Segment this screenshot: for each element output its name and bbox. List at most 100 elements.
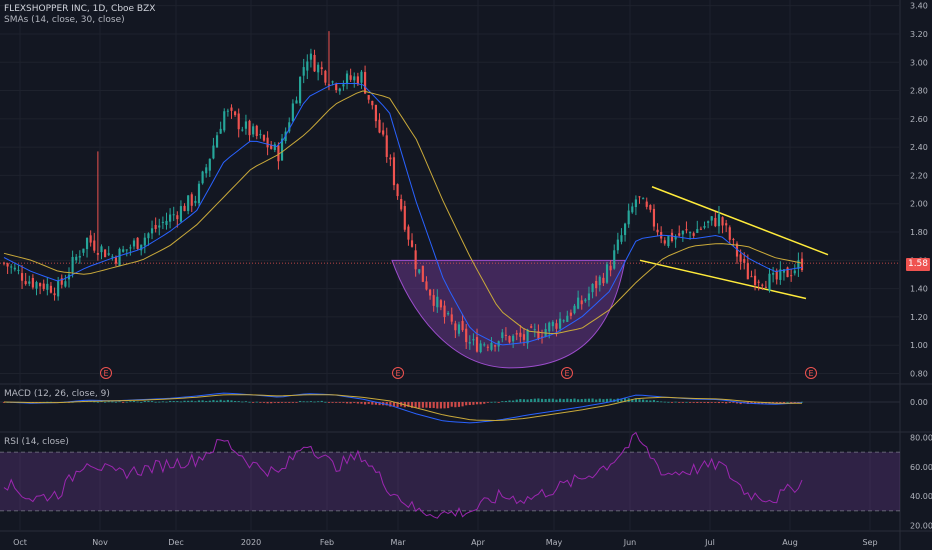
candle-body — [270, 144, 273, 149]
candle-body — [244, 121, 248, 129]
macd-histogram-bar — [436, 402, 439, 409]
macd-histogram-bar — [179, 401, 183, 403]
candle-body — [255, 125, 258, 136]
candle-body — [367, 95, 370, 100]
candle-body — [230, 107, 233, 111]
candle-body — [85, 237, 89, 250]
candle-body — [490, 342, 493, 350]
macd-histogram-bar — [537, 398, 540, 402]
macd-histogram-bar — [342, 402, 345, 403]
candle-body — [508, 336, 511, 343]
price-tick-label: 2.00 — [910, 200, 928, 209]
candle-body — [674, 236, 677, 240]
macd-histogram-bar — [638, 399, 641, 402]
price-tick-label: 1.00 — [910, 341, 928, 350]
candle-body — [670, 232, 674, 242]
candle-body — [208, 158, 211, 171]
earnings-event-marker[interactable]: E — [392, 367, 404, 379]
candle-body — [78, 256, 81, 258]
candle-body — [761, 284, 764, 286]
candles — [2, 31, 804, 354]
macd-histogram-bar — [725, 402, 728, 404]
macd-histogram-bar — [735, 402, 739, 404]
macd-histogram-bar — [226, 399, 229, 402]
macd-histogram-bar — [197, 400, 201, 402]
time-tick-label: Jul — [704, 538, 715, 547]
macd-histogram-bar — [692, 402, 695, 403]
candle-body — [782, 269, 786, 273]
price-tick-label: 0.80 — [910, 370, 928, 379]
candle-body — [649, 205, 652, 210]
candle-body — [107, 253, 110, 255]
macd-signal-line — [3, 394, 802, 422]
macd-histogram-bar — [656, 400, 659, 402]
macd-histogram-bar — [313, 401, 316, 403]
candle-body — [645, 201, 648, 207]
macd-histogram-bar — [800, 401, 804, 403]
macd-histogram-bar — [205, 401, 208, 402]
candle-body — [613, 250, 616, 269]
candle-body — [692, 233, 695, 236]
candle-body — [772, 273, 775, 275]
macd-histogram-bar — [244, 401, 248, 403]
candle-body — [17, 269, 20, 271]
candle-body — [389, 157, 392, 160]
macd-histogram-bar — [634, 398, 637, 402]
macd-histogram-bar — [201, 400, 204, 402]
candle-body — [212, 145, 215, 159]
earnings-event-marker[interactable]: E — [805, 367, 817, 379]
candle-body — [266, 137, 269, 148]
macd-histogram-bar — [609, 398, 612, 402]
macd-histogram-bar — [660, 401, 663, 403]
macd-histogram-bar — [670, 402, 674, 403]
candle-body — [342, 84, 345, 87]
candle-body — [436, 296, 439, 308]
candle-body — [10, 266, 13, 268]
macd-histogram-bar — [262, 402, 266, 403]
macd-histogram-bar — [663, 401, 666, 403]
macd-histogram-bar — [779, 402, 782, 404]
candle-body — [479, 343, 482, 353]
macd-histogram-bar — [443, 402, 446, 409]
candle-body — [2, 262, 6, 264]
candle-body — [223, 111, 226, 131]
macd-histogram-bar — [714, 402, 717, 403]
candle-body — [364, 72, 367, 94]
macd-histogram-bar — [566, 398, 569, 402]
candle-body — [678, 233, 681, 236]
candle-body — [696, 229, 699, 233]
candle-body — [721, 217, 724, 226]
candle-body — [140, 244, 143, 251]
candle-body — [136, 237, 139, 249]
candle-body — [360, 71, 363, 83]
candle-body — [309, 53, 313, 60]
macd-histogram-bar — [580, 399, 583, 402]
candle-body — [428, 289, 432, 296]
macd-histogram-bar — [299, 400, 302, 402]
candle-body — [259, 134, 262, 136]
macd-histogram-bar — [392, 402, 396, 407]
macd-histogram-bar — [707, 402, 710, 404]
macd-histogram-bar — [324, 401, 327, 403]
earnings-event-marker[interactable]: E — [561, 367, 573, 379]
candle-body — [638, 196, 641, 198]
macd-histogram-bar — [497, 402, 500, 403]
rsi-tick-label: 20.00 — [910, 522, 932, 531]
candle-body — [598, 276, 601, 286]
macd-histogram-bar — [371, 402, 374, 405]
macd-histogram-bar — [631, 399, 634, 402]
macd-histogram-bar — [223, 400, 226, 402]
earnings-event-marker[interactable]: E — [100, 367, 112, 379]
macd-histogram-bar — [450, 402, 453, 407]
macd-histogram-bar — [187, 400, 190, 402]
macd-histogram-bar — [555, 399, 558, 402]
candle-body — [475, 337, 479, 352]
macd-histogram-bar — [194, 401, 197, 403]
macd-histogram-bar — [96, 401, 99, 403]
candle-body — [688, 232, 692, 234]
macd-histogram-bar — [461, 402, 464, 407]
macd-histogram-bar — [407, 402, 410, 407]
candle-body — [176, 215, 179, 220]
